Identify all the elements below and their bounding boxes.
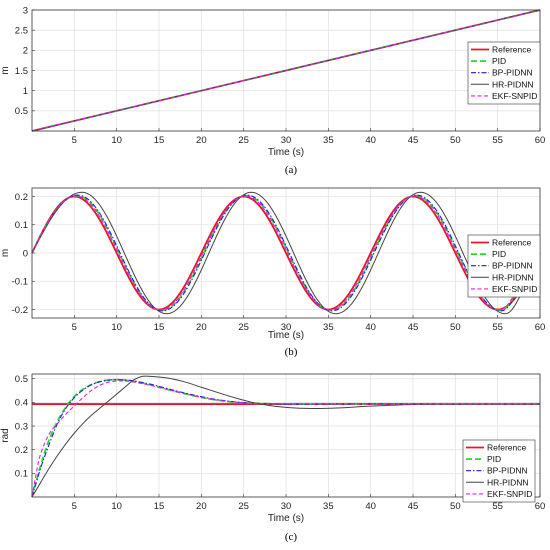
x-tick-label: 5	[72, 135, 77, 146]
y-axis-label: rad	[0, 428, 11, 442]
x-tick-label: 25	[238, 501, 249, 512]
x-tick-label: 55	[492, 322, 503, 333]
legend-label-ekf-snpid: EKF-SNPID	[492, 284, 537, 294]
x-tick-label: 5	[72, 501, 77, 512]
legend-label-bp-pidnn: BP-PIDNN	[487, 466, 528, 476]
x-tick-label: 55	[492, 501, 503, 512]
x-tick-label: 35	[323, 322, 334, 333]
legend-label-reference: Reference	[487, 443, 526, 453]
x-tick-label: 60	[535, 501, 546, 512]
x-tick-label: 30	[281, 135, 292, 146]
y-tick-label: 0.1	[15, 469, 28, 480]
x-tick-label: 30	[281, 501, 292, 512]
x-tick-label: 50	[450, 501, 461, 512]
legend-label-hr-pidnn: HR-PIDNN	[492, 272, 534, 282]
series-line-ekf-snpid	[31, 9, 541, 132]
x-tick-label: 15	[154, 135, 165, 146]
panel-caption: (b)	[285, 346, 298, 358]
panel-caption: (c)	[285, 531, 298, 543]
x-tick-label: 25	[238, 322, 249, 333]
y-axis-label: m	[0, 249, 11, 257]
x-tick-label: 15	[154, 322, 165, 333]
y-tick-label: 0.2	[15, 445, 28, 456]
x-tick-label: 35	[323, 501, 334, 512]
y-tick-label: 1	[23, 86, 28, 97]
series-line-bp-pidnn	[31, 194, 541, 312]
chart-panel-1: 5 10 15 20 25 30 35 40 45 50 55 60 0.5 1 1.5 2 2.5 3 Time …	[0, 5, 545, 176]
x-tick-label: 45	[408, 501, 419, 512]
x-tick-label: 15	[154, 501, 165, 512]
y-tick-label: 0.2	[15, 192, 28, 203]
chart-panel-2: 5 10 15 20 25 30 35 40 45 50 55 60 -0.2 -0.1 0 0.1 0.2 Ti…	[0, 187, 546, 358]
y-tick-label: 0.5	[15, 374, 28, 385]
series-line-ekf-snpid	[31, 380, 540, 498]
legend-label-pid: PID	[487, 454, 501, 464]
y-tick-label: 0.4	[15, 398, 28, 409]
y-tick-label: 0.5	[15, 106, 28, 117]
x-axis-label: Time (s)	[268, 330, 304, 341]
x-tick-label: 10	[111, 322, 122, 333]
legend-label-pid: PID	[492, 56, 506, 66]
legend-label-bp-pidnn: BP-PIDNN	[492, 261, 533, 271]
x-axis-label: Time (s)	[268, 147, 304, 158]
x-tick-label: 20	[196, 501, 207, 512]
legend-label-reference: Reference	[492, 238, 531, 248]
y-tick-label: 0	[23, 248, 28, 259]
y-tick-label: 0.3	[15, 421, 28, 432]
x-tick-label: 10	[111, 135, 122, 146]
y-tick-label: 2.5	[15, 25, 28, 36]
series-line-reference	[31, 195, 541, 311]
x-tick-label: 50	[450, 322, 461, 333]
legend-box	[467, 234, 541, 298]
legend-box	[467, 41, 541, 105]
y-tick-label: -0.2	[12, 305, 28, 316]
x-tick-label: 40	[365, 501, 376, 512]
series-line-hr-pidnn	[31, 375, 541, 498]
y-tick-label: 0.1	[15, 220, 28, 231]
x-tick-label: 10	[111, 501, 122, 512]
legend-box	[462, 439, 536, 503]
legend-label-hr-pidnn: HR-PIDNN	[492, 79, 534, 89]
x-tick-label: 50	[450, 135, 461, 146]
x-tick-label: 35	[323, 135, 334, 146]
y-tick-label: -0.1	[12, 277, 28, 288]
legend-label-reference: Reference	[492, 45, 531, 55]
x-tick-label: 40	[365, 135, 376, 146]
series-line-hr-pidnn	[31, 191, 541, 315]
x-tick-label: 5	[72, 322, 77, 333]
panel-caption: (a)	[285, 164, 298, 176]
series-line-pid	[31, 194, 541, 312]
y-tick-label: 1.5	[15, 66, 28, 77]
x-tick-label: 30	[281, 322, 292, 333]
legend-label-pid: PID	[492, 249, 506, 259]
y-axis-label: m	[0, 66, 11, 74]
x-tick-label: 45	[408, 135, 419, 146]
x-tick-label: 20	[196, 135, 207, 146]
series-line-ekf-snpid	[31, 195, 541, 311]
legend-label-hr-pidnn: HR-PIDNN	[487, 477, 529, 487]
x-tick-label: 45	[408, 322, 419, 333]
x-tick-label: 60	[535, 322, 546, 333]
x-tick-label: 60	[535, 135, 546, 146]
legend-label-ekf-snpid: EKF-SNPID	[487, 489, 532, 499]
chart-panel-3: 5 10 15 20 25 30 35 40 45 50 55 60 0.1 0.2 0.3 0.4 0.5 Ti…	[0, 373, 546, 543]
x-tick-label: 20	[196, 322, 207, 333]
y-tick-label: 2	[23, 46, 28, 57]
y-tick-label: 3	[23, 5, 28, 16]
x-tick-label: 40	[365, 322, 376, 333]
x-tick-label: 25	[238, 135, 249, 146]
legend-label-ekf-snpid: EKF-SNPID	[492, 91, 537, 101]
legend-label-bp-pidnn: BP-PIDNN	[492, 68, 533, 78]
x-tick-label: 55	[492, 135, 503, 146]
x-axis-label: Time (s)	[268, 513, 304, 524]
